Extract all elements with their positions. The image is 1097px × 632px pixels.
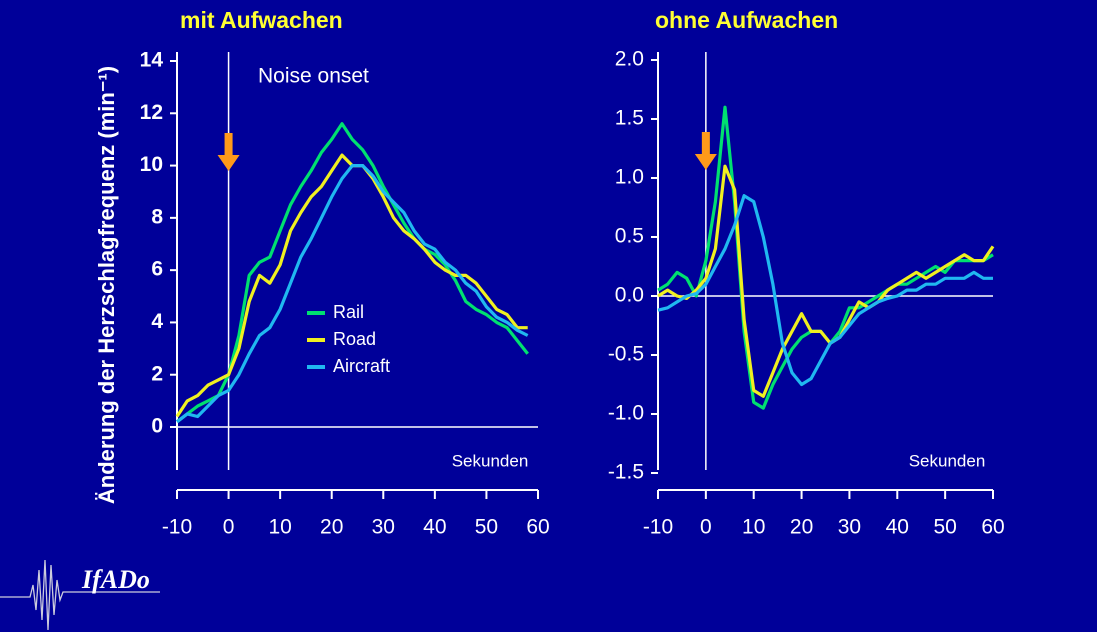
series-line bbox=[657, 194, 993, 387]
legend-label: Rail bbox=[333, 302, 364, 322]
legend-label: Aircraft bbox=[333, 356, 390, 376]
series-line bbox=[657, 164, 995, 398]
x-tick-label: 0 bbox=[223, 516, 235, 539]
x-tick-label: 30 bbox=[838, 516, 861, 539]
y-tick-label: 0 bbox=[151, 415, 163, 438]
x-tick-label: 10 bbox=[742, 516, 765, 539]
onset-arrow bbox=[694, 132, 717, 170]
chart-title: ohne Aufwachen bbox=[655, 7, 838, 33]
y-tick-label: -0.5 bbox=[608, 343, 644, 366]
series-line bbox=[176, 164, 529, 424]
chart-title: mit Aufwachen bbox=[180, 7, 343, 33]
x-tick-label: 60 bbox=[526, 516, 549, 539]
series-line bbox=[176, 122, 529, 424]
y-tick-label: 0.5 bbox=[615, 225, 644, 248]
y-tick-label: -1.0 bbox=[608, 402, 644, 425]
y-tick-label: 1.5 bbox=[615, 107, 644, 130]
x-tick-label: 30 bbox=[372, 516, 395, 539]
logo-text: IfADo bbox=[81, 565, 150, 594]
y-tick-label: 12 bbox=[140, 101, 163, 124]
y-tick-label: 1.0 bbox=[615, 166, 644, 189]
x-tick-label: -10 bbox=[162, 516, 192, 539]
x-tick-label: 50 bbox=[475, 516, 498, 539]
y-tick-label: 14 bbox=[140, 49, 164, 72]
x-tick-label: 0 bbox=[700, 516, 712, 539]
x-tick-label: 40 bbox=[423, 516, 446, 539]
annotation: Noise onset bbox=[258, 65, 369, 88]
logo: IfADo bbox=[0, 559, 160, 631]
x-tick-label: 10 bbox=[268, 516, 291, 539]
logo-wave bbox=[0, 559, 160, 631]
y-tick-label: 6 bbox=[151, 258, 163, 281]
x-tick-label: 60 bbox=[981, 516, 1004, 539]
x-axis-label: Sekunden bbox=[909, 451, 986, 470]
y-tick-label: -1.5 bbox=[608, 461, 644, 484]
x-tick-label: 40 bbox=[886, 516, 909, 539]
y-tick-label: 4 bbox=[151, 310, 163, 333]
x-tick-label: 20 bbox=[320, 516, 343, 539]
y-tick-label: 0.0 bbox=[615, 284, 644, 307]
onset-arrow bbox=[217, 133, 240, 171]
y-axis-label: Änderung der Herzschlagfrequenz (min⁻¹) bbox=[94, 66, 119, 504]
x-tick-label: 20 bbox=[790, 516, 813, 539]
x-tick-label: 50 bbox=[933, 516, 956, 539]
y-tick-label: 10 bbox=[140, 153, 163, 176]
legend-label: Road bbox=[333, 329, 376, 349]
y-tick-label: 2.0 bbox=[615, 48, 644, 71]
y-tick-label: 8 bbox=[151, 205, 163, 228]
y-tick-label: 2 bbox=[151, 362, 163, 385]
x-tick-label: -10 bbox=[643, 516, 673, 539]
x-axis-label: Sekunden bbox=[452, 451, 529, 470]
